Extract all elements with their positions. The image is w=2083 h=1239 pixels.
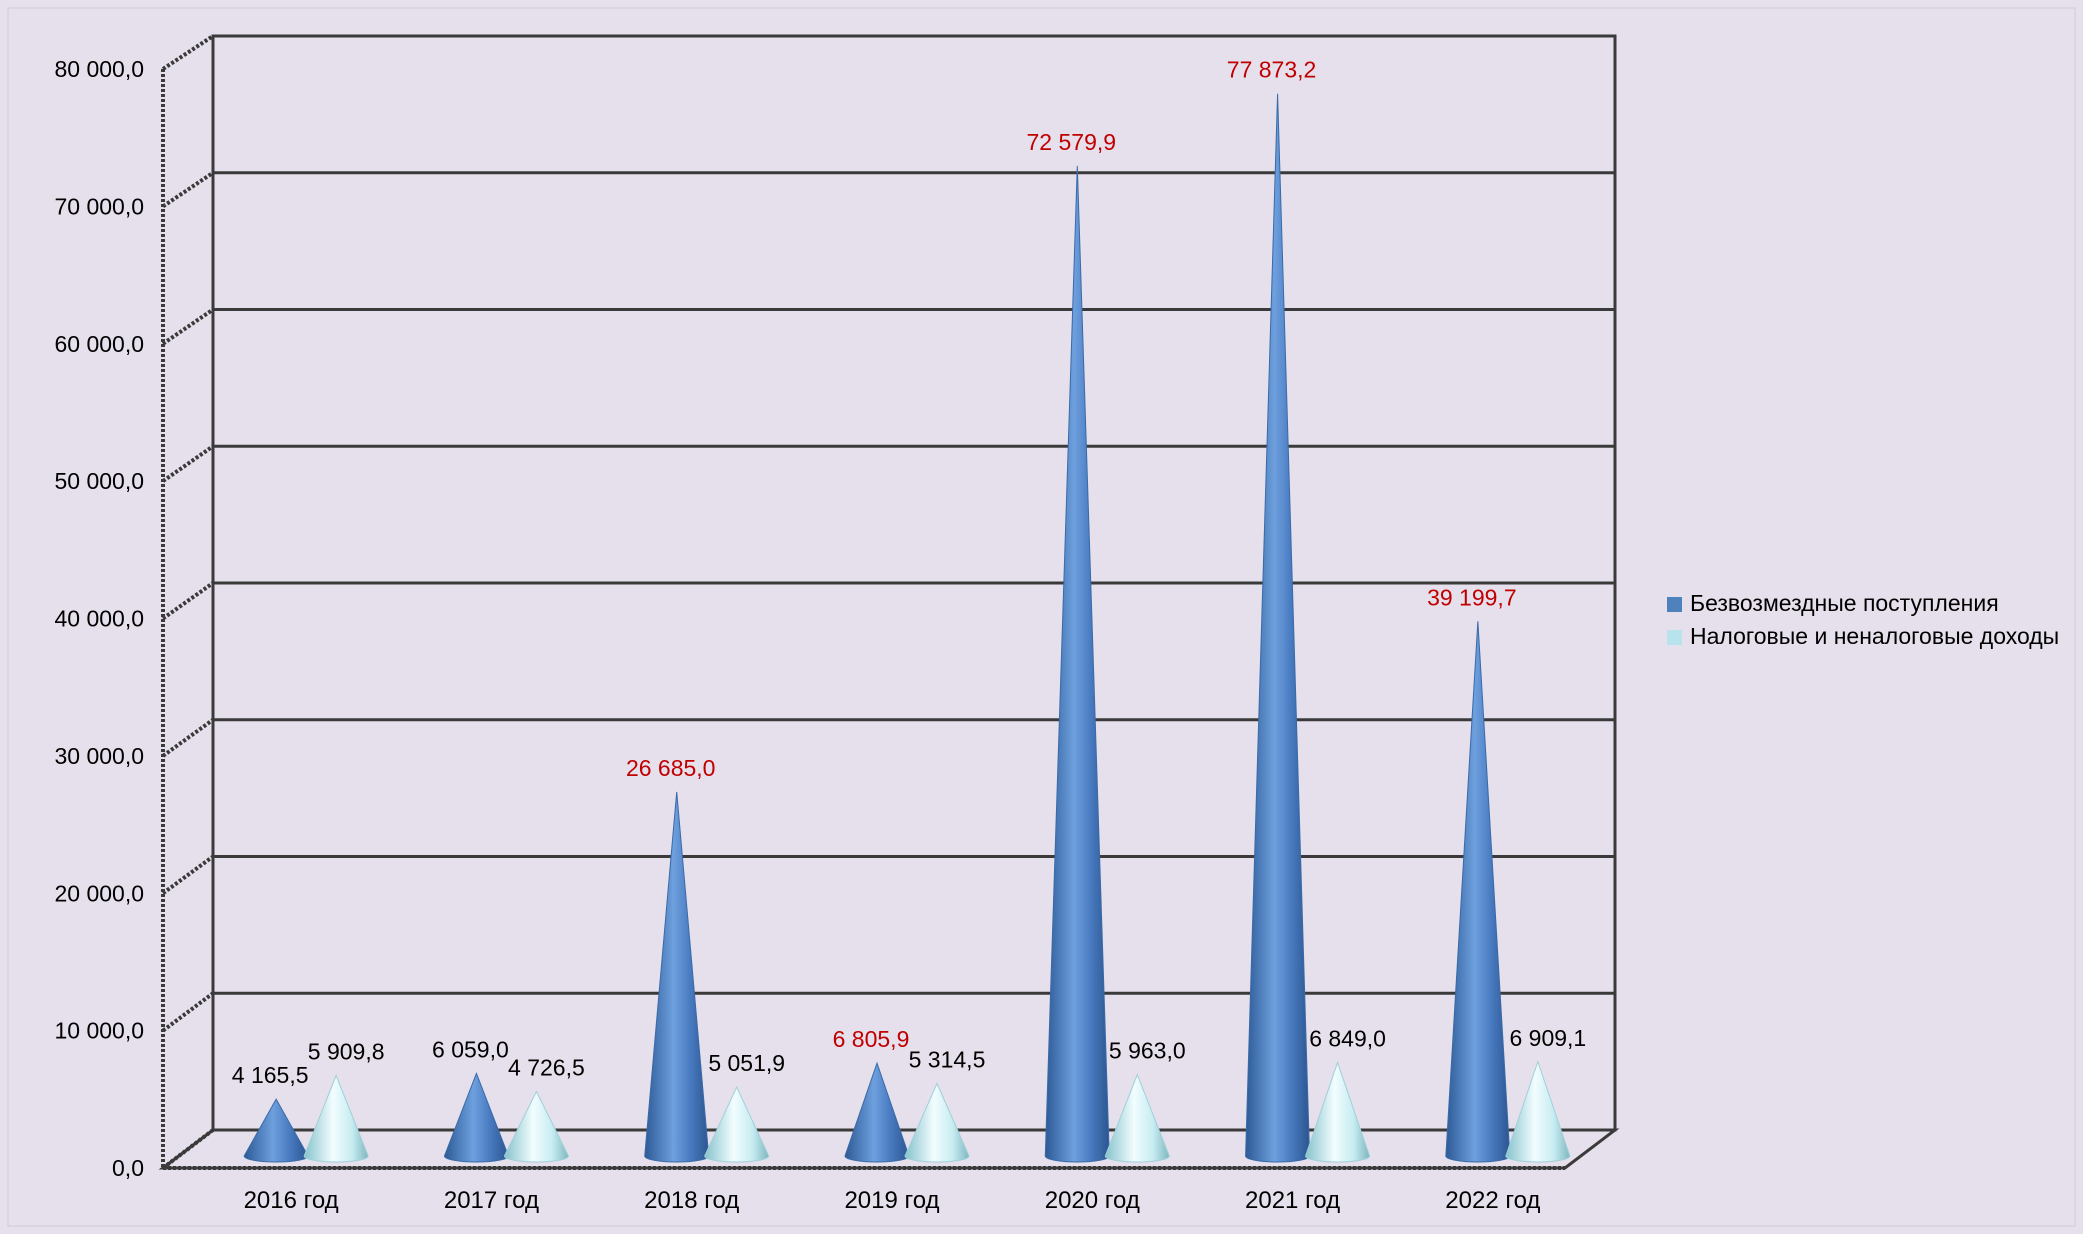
cone-tax <box>1104 1073 1170 1163</box>
y-tick-label: 40 000,0 <box>54 606 144 632</box>
data-label-tax: 5 909,8 <box>308 1038 385 1064</box>
cone-tax <box>1305 1061 1371 1163</box>
data-label-tax: 6 849,0 <box>1309 1026 1386 1052</box>
data-label-tax: 6 909,1 <box>1509 1025 1586 1051</box>
x-tick-label: 2018 год <box>644 1187 739 1214</box>
cones-layer <box>243 93 1571 1163</box>
y-tick-label: 60 000,0 <box>54 331 144 357</box>
x-tick-label: 2022 год <box>1445 1187 1540 1214</box>
data-label-tax: 5 314,5 <box>909 1047 986 1073</box>
y-depth-tick <box>161 171 215 209</box>
y-depth-tick <box>161 581 215 621</box>
y-tick-label: 20 000,0 <box>54 880 144 906</box>
legend-label-tax: Налоговые и неналоговые доходы <box>1690 623 2059 649</box>
data-label-grant: 4 165,5 <box>232 1062 309 1088</box>
data-labels-layer: 4 165,55 909,8 6 059,04 726,5 26 685,0 5 05… <box>232 57 1586 1088</box>
y-depth-tick <box>161 854 215 895</box>
data-label-grant: 39 199,7 <box>1427 584 1517 610</box>
legend-label-grant: Безвозмездные поступления <box>1690 590 1999 616</box>
axis-layer: 0,0 10 000,0 20 000,0 30 000,0 40 000,0 50 00… <box>54 34 1620 1214</box>
y-tick-label: 70 000,0 <box>54 193 144 219</box>
y-depth-tick <box>161 718 215 758</box>
x-tick-label: 2019 год <box>844 1187 939 1214</box>
y-tick-label: 80 000,0 <box>54 56 144 82</box>
cone-tax <box>1505 1060 1571 1163</box>
data-label-grant: 77 873,2 <box>1227 57 1317 83</box>
x-tick-label: 2017 год <box>444 1187 539 1214</box>
y-tick-label: 0,0 <box>112 1155 144 1181</box>
y-tick-label: 10 000,0 <box>54 1018 144 1044</box>
cone-tax <box>503 1090 569 1163</box>
data-label-tax: 5 963,0 <box>1109 1038 1186 1064</box>
chart-border <box>7 7 2076 1227</box>
x-tick-label: 2016 год <box>244 1187 339 1214</box>
y-depth-tick <box>161 307 215 346</box>
data-label-tax: 5 051,9 <box>708 1050 785 1076</box>
cone-tax <box>904 1082 970 1163</box>
data-label-grant: 6 805,9 <box>833 1026 910 1052</box>
cone-tax <box>704 1085 770 1163</box>
data-label-grant: 6 059,0 <box>432 1036 509 1062</box>
x-tick-label: 2020 год <box>1045 1187 1140 1214</box>
legend-swatch-grant <box>1667 597 1682 612</box>
floor <box>158 1128 1620 1170</box>
y-depth-tick <box>161 991 215 1033</box>
y-tick-label: 50 000,0 <box>54 468 144 494</box>
legend: Безвозмездные поступления Налоговые и нен… <box>1667 590 2059 649</box>
data-label-grant: 26 685,0 <box>626 755 716 781</box>
y-depth-tick <box>161 444 215 483</box>
cone-tax <box>303 1074 369 1163</box>
legend-swatch-tax <box>1667 630 1682 645</box>
data-label-tax: 4 726,5 <box>508 1055 585 1081</box>
y-tick-label: 30 000,0 <box>54 743 144 769</box>
x-tick-label: 2021 год <box>1245 1187 1340 1214</box>
data-label-grant: 72 579,9 <box>1027 129 1117 155</box>
